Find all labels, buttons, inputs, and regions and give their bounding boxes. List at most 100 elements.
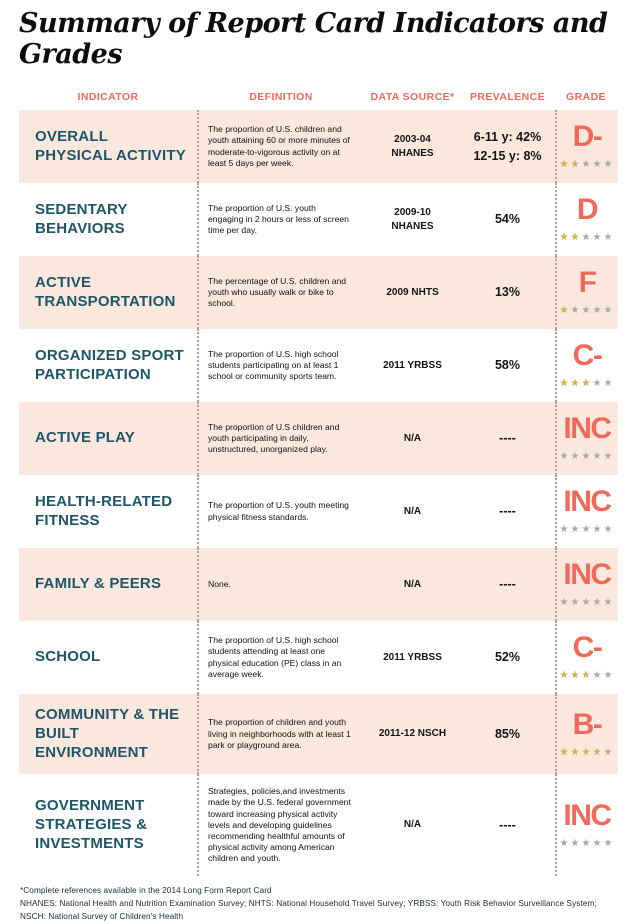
indicator-name: ACTIVE TRANSPORTATION [35, 273, 176, 310]
star-icon: ★★ [581, 597, 591, 608]
column-header: DATA SOURCE* [370, 91, 455, 103]
star-icon: ★★ [592, 378, 602, 389]
grade-cell: B- ★★★★★★★★★★ [555, 694, 617, 775]
indicator-definition: The proportion of U.S children and youth… [197, 402, 365, 475]
data-source-value: N/A [403, 505, 422, 517]
column-header: GRADE [566, 91, 606, 103]
star-icon: ★★ [581, 378, 591, 389]
star-icon: ★★ [592, 670, 602, 681]
prevalence-value: ---- [499, 431, 516, 446]
star-icon: ★★ [603, 232, 613, 243]
table-row: ACTIVE TRANSPORTATION The percentage of … [19, 256, 618, 329]
table-header-row: INDICATOR DEFINITION DATA SOURCE* PREVALENC… [19, 91, 618, 103]
grade-letter: INC [563, 412, 612, 445]
prevalence-value: 85% [494, 726, 521, 741]
star-icon: ★★ [581, 670, 591, 681]
star-icon: ★★ [559, 746, 569, 758]
table-row: SCHOOL The proportion of U.S. high schoo… [19, 621, 618, 694]
star-rating: ★★★★★★★★★★ [560, 743, 615, 759]
star-icon: ★★ [559, 837, 569, 849]
star-icon: ★★ [570, 305, 580, 316]
star-icon: ★★ [603, 837, 613, 849]
star-rating: ★★★★★★★★★★ [560, 374, 615, 390]
indicator-name: FAMILY & PEERS [35, 575, 162, 593]
star-icon: ★★ [570, 670, 580, 681]
star-icon: ★★ [603, 378, 613, 389]
star-icon: ★★ [592, 159, 602, 170]
star-icon: ★★ [592, 746, 602, 758]
star-icon: ★★ [570, 159, 580, 170]
grade-letter: INC [563, 558, 612, 591]
star-icon: ★★ [559, 159, 569, 170]
indicator-name: HEALTH-RELATED FITNESS [35, 492, 173, 529]
star-rating: ★★★★★★★★★★ [560, 834, 615, 850]
star-rating: ★★★★★★★★★★ [560, 301, 615, 317]
grade-cell: F ★★★★★★★★★★ [555, 256, 617, 329]
indicator-name: ORGANIZED SPORT PARTICIPATION [35, 346, 184, 383]
grade-letter: C- [572, 339, 603, 372]
table-row: GOVERNMENT STRATEGIES & INVESTMENTS Stra… [19, 774, 618, 877]
star-icon: ★★ [603, 159, 613, 170]
indicator-definition: The proportion of U.S. high school stude… [197, 621, 365, 694]
star-icon: ★★ [559, 524, 569, 535]
grade-cell: INC ★★★★★★★★★★ [555, 774, 617, 877]
table-row: HEALTH-RELATED FITNESS The proportion of… [19, 475, 618, 548]
star-icon: ★★ [559, 378, 569, 389]
indicator-definition: Strategies, policies,and investments mad… [197, 774, 365, 877]
star-icon: ★★ [592, 232, 602, 243]
grade-letter: F [578, 266, 597, 299]
table-row: FAMILY & PEERS None. N/A ---- INC ★★★★★★… [19, 548, 618, 621]
data-source-value: N/A [403, 819, 422, 831]
grade-letter: C- [572, 631, 603, 664]
column-header: INDICATOR [77, 91, 139, 103]
star-icon: ★★ [559, 670, 569, 681]
indicator-definition: The proportion of children and youth liv… [197, 694, 365, 775]
indicator-name: SCHOOL [35, 648, 101, 666]
star-icon: ★★ [592, 524, 602, 535]
prevalence-value: ---- [499, 504, 516, 519]
grade-cell: INC ★★★★★★★★★★ [555, 548, 617, 621]
indicator-definition: The proportion of U.S. youth meeting phy… [197, 475, 365, 548]
indicator-definition: The percentage of U.S. children and yout… [197, 256, 365, 329]
table-row: OVERALL PHYSICAL ACTIVITY The proportion… [19, 110, 618, 183]
prevalence-value: ---- [499, 577, 516, 592]
data-source-value: 2009 NHTS [386, 286, 439, 298]
column-header: PREVALENCE [470, 91, 545, 103]
indicators-table: OVERALL PHYSICAL ACTIVITY The proportion… [19, 110, 618, 877]
footnotes: *Complete references available in the 20… [19, 885, 618, 923]
column-header: DEFINITION [249, 91, 313, 103]
data-source-value: 2003-04 NHANES [391, 133, 434, 159]
footnote: NHANES: National Health and Nutrition Ex… [20, 899, 597, 921]
footnote: *Complete references available in the 20… [20, 886, 272, 896]
star-icon: ★★ [603, 524, 613, 535]
star-rating: ★★★★★★★★★★ [560, 155, 615, 171]
data-source-value: N/A [403, 578, 422, 590]
data-source-value: 2011 YRBSS [383, 359, 442, 371]
grade-letter: INC [563, 798, 612, 832]
star-icon: ★★ [559, 232, 569, 243]
prevalence-value: ---- [499, 817, 516, 832]
star-icon: ★★ [581, 159, 591, 170]
grade-letter: B- [572, 707, 603, 741]
star-icon: ★★ [603, 670, 613, 681]
star-icon: ★★ [570, 232, 580, 243]
page-title: Summary of Report Card Indicators and Gr… [19, 8, 608, 70]
star-icon: ★★ [559, 597, 569, 608]
star-rating: ★★★★★★★★★★ [560, 520, 615, 536]
star-icon: ★★ [581, 305, 591, 316]
data-source-value: 2011-12 NSCH [378, 728, 447, 740]
indicator-definition: The proportion of U.S. children and yout… [197, 110, 365, 183]
grade-letter: D [576, 193, 599, 226]
star-icon: ★★ [559, 305, 569, 316]
prevalence-value: 58% [494, 358, 521, 373]
star-icon: ★★ [570, 837, 580, 849]
prevalence-value: 13% [494, 285, 521, 300]
grade-cell: D- ★★★★★★★★★★ [555, 110, 617, 183]
star-icon: ★★ [570, 597, 580, 608]
star-icon: ★★ [603, 451, 613, 462]
star-rating: ★★★★★★★★★★ [560, 228, 615, 244]
prevalence-value: 54% [494, 212, 521, 227]
prevalence-value: 6-11 y: 42% 12-15 y: 8% [473, 129, 542, 163]
star-icon: ★★ [570, 378, 580, 389]
